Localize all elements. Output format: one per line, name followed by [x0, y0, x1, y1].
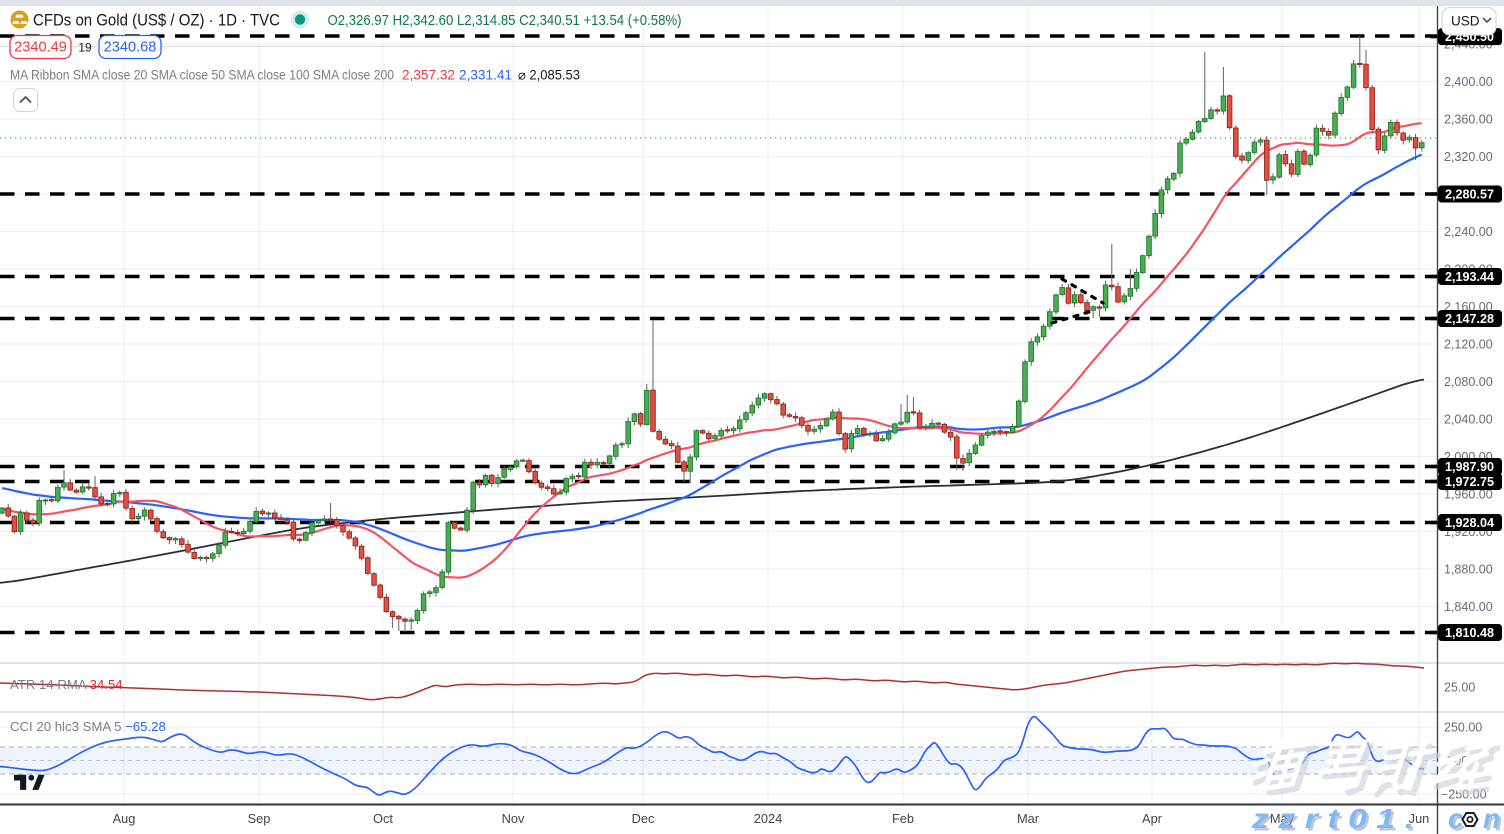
svg-text:c: c — [1451, 806, 1467, 834]
svg-text:Aug: Aug — [113, 811, 136, 826]
svg-text:2,357.32: 2,357.32 — [402, 68, 455, 83]
svg-text:2340.68: 2340.68 — [104, 40, 157, 56]
svg-text:2,400.00: 2,400.00 — [1444, 75, 1493, 89]
svg-text:2,240.00: 2,240.00 — [1444, 225, 1493, 239]
svg-text:25.00: 25.00 — [1444, 680, 1475, 694]
svg-text:n: n — [1483, 803, 1500, 834]
svg-text:Jun: Jun — [1409, 811, 1430, 826]
svg-text:CCI 20 hlc3 SMA 5 −65.28: CCI 20 hlc3 SMA 5 −65.28 — [10, 719, 166, 734]
svg-text:CFDs on Gold (US$ / OZ) · 1D ·: CFDs on Gold (US$ / OZ) · 1D · TVC — [33, 11, 280, 30]
svg-text:2,080.00: 2,080.00 — [1444, 375, 1493, 389]
svg-text:USD: USD — [1451, 13, 1480, 28]
svg-text:1,840.00: 1,840.00 — [1444, 600, 1493, 614]
svg-text:Sep: Sep — [248, 811, 271, 826]
svg-text:2,280.57: 2,280.57 — [1445, 188, 1494, 202]
svg-text:1,960.00: 1,960.00 — [1444, 487, 1493, 501]
svg-text:1,972.75: 1,972.75 — [1445, 475, 1494, 489]
svg-text:O2,326.97 H2,342.60 L2,314.85: O2,326.97 H2,342.60 L2,314.85 C2,340.51 … — [328, 12, 682, 29]
svg-text:Apr: Apr — [1142, 811, 1163, 826]
svg-text:n: n — [1486, 806, 1503, 834]
svg-text:MA Ribbon SMA close 20 SMA clo: MA Ribbon SMA close 20 SMA close 50 SMA … — [10, 68, 394, 83]
svg-text:2,320.00: 2,320.00 — [1444, 150, 1493, 164]
svg-text:2340.49: 2340.49 — [14, 40, 67, 56]
svg-text:Feb: Feb — [892, 811, 914, 826]
svg-text:May: May — [1270, 811, 1295, 826]
svg-text:250.00: 250.00 — [1444, 720, 1482, 734]
svg-text:1,880.00: 1,880.00 — [1444, 562, 1493, 576]
svg-text:2,147.28: 2,147.28 — [1445, 312, 1494, 326]
svg-text:2,040.00: 2,040.00 — [1444, 412, 1493, 426]
svg-text:c: c — [1448, 803, 1464, 834]
svg-text:ATR 14 RMA 34.54: ATR 14 RMA 34.54 — [10, 677, 123, 692]
svg-text:1,810.48: 1,810.48 — [1445, 626, 1494, 640]
svg-text:1,987.90: 1,987.90 — [1445, 460, 1494, 474]
svg-text:2,120.00: 2,120.00 — [1444, 337, 1493, 351]
svg-text:z z r t 0 1 .: z z r t 0 1 . — [1253, 806, 1416, 834]
svg-text:2,331.41: 2,331.41 — [459, 68, 512, 83]
svg-text:⌀ 2,085.53: ⌀ 2,085.53 — [518, 68, 580, 83]
svg-text:Nov: Nov — [502, 811, 525, 826]
svg-text:19: 19 — [78, 41, 92, 55]
svg-text:2,193.44: 2,193.44 — [1445, 270, 1494, 284]
svg-text:Dec: Dec — [632, 811, 655, 826]
svg-text:z z r t 0 1 .: z z r t 0 1 . — [1251, 803, 1414, 834]
svg-text:2024: 2024 — [754, 811, 782, 826]
svg-text:Oct: Oct — [373, 811, 393, 826]
svg-text:Mar: Mar — [1017, 811, 1040, 826]
svg-text:2,360.00: 2,360.00 — [1444, 112, 1493, 126]
svg-text:1,928.04: 1,928.04 — [1445, 516, 1494, 530]
